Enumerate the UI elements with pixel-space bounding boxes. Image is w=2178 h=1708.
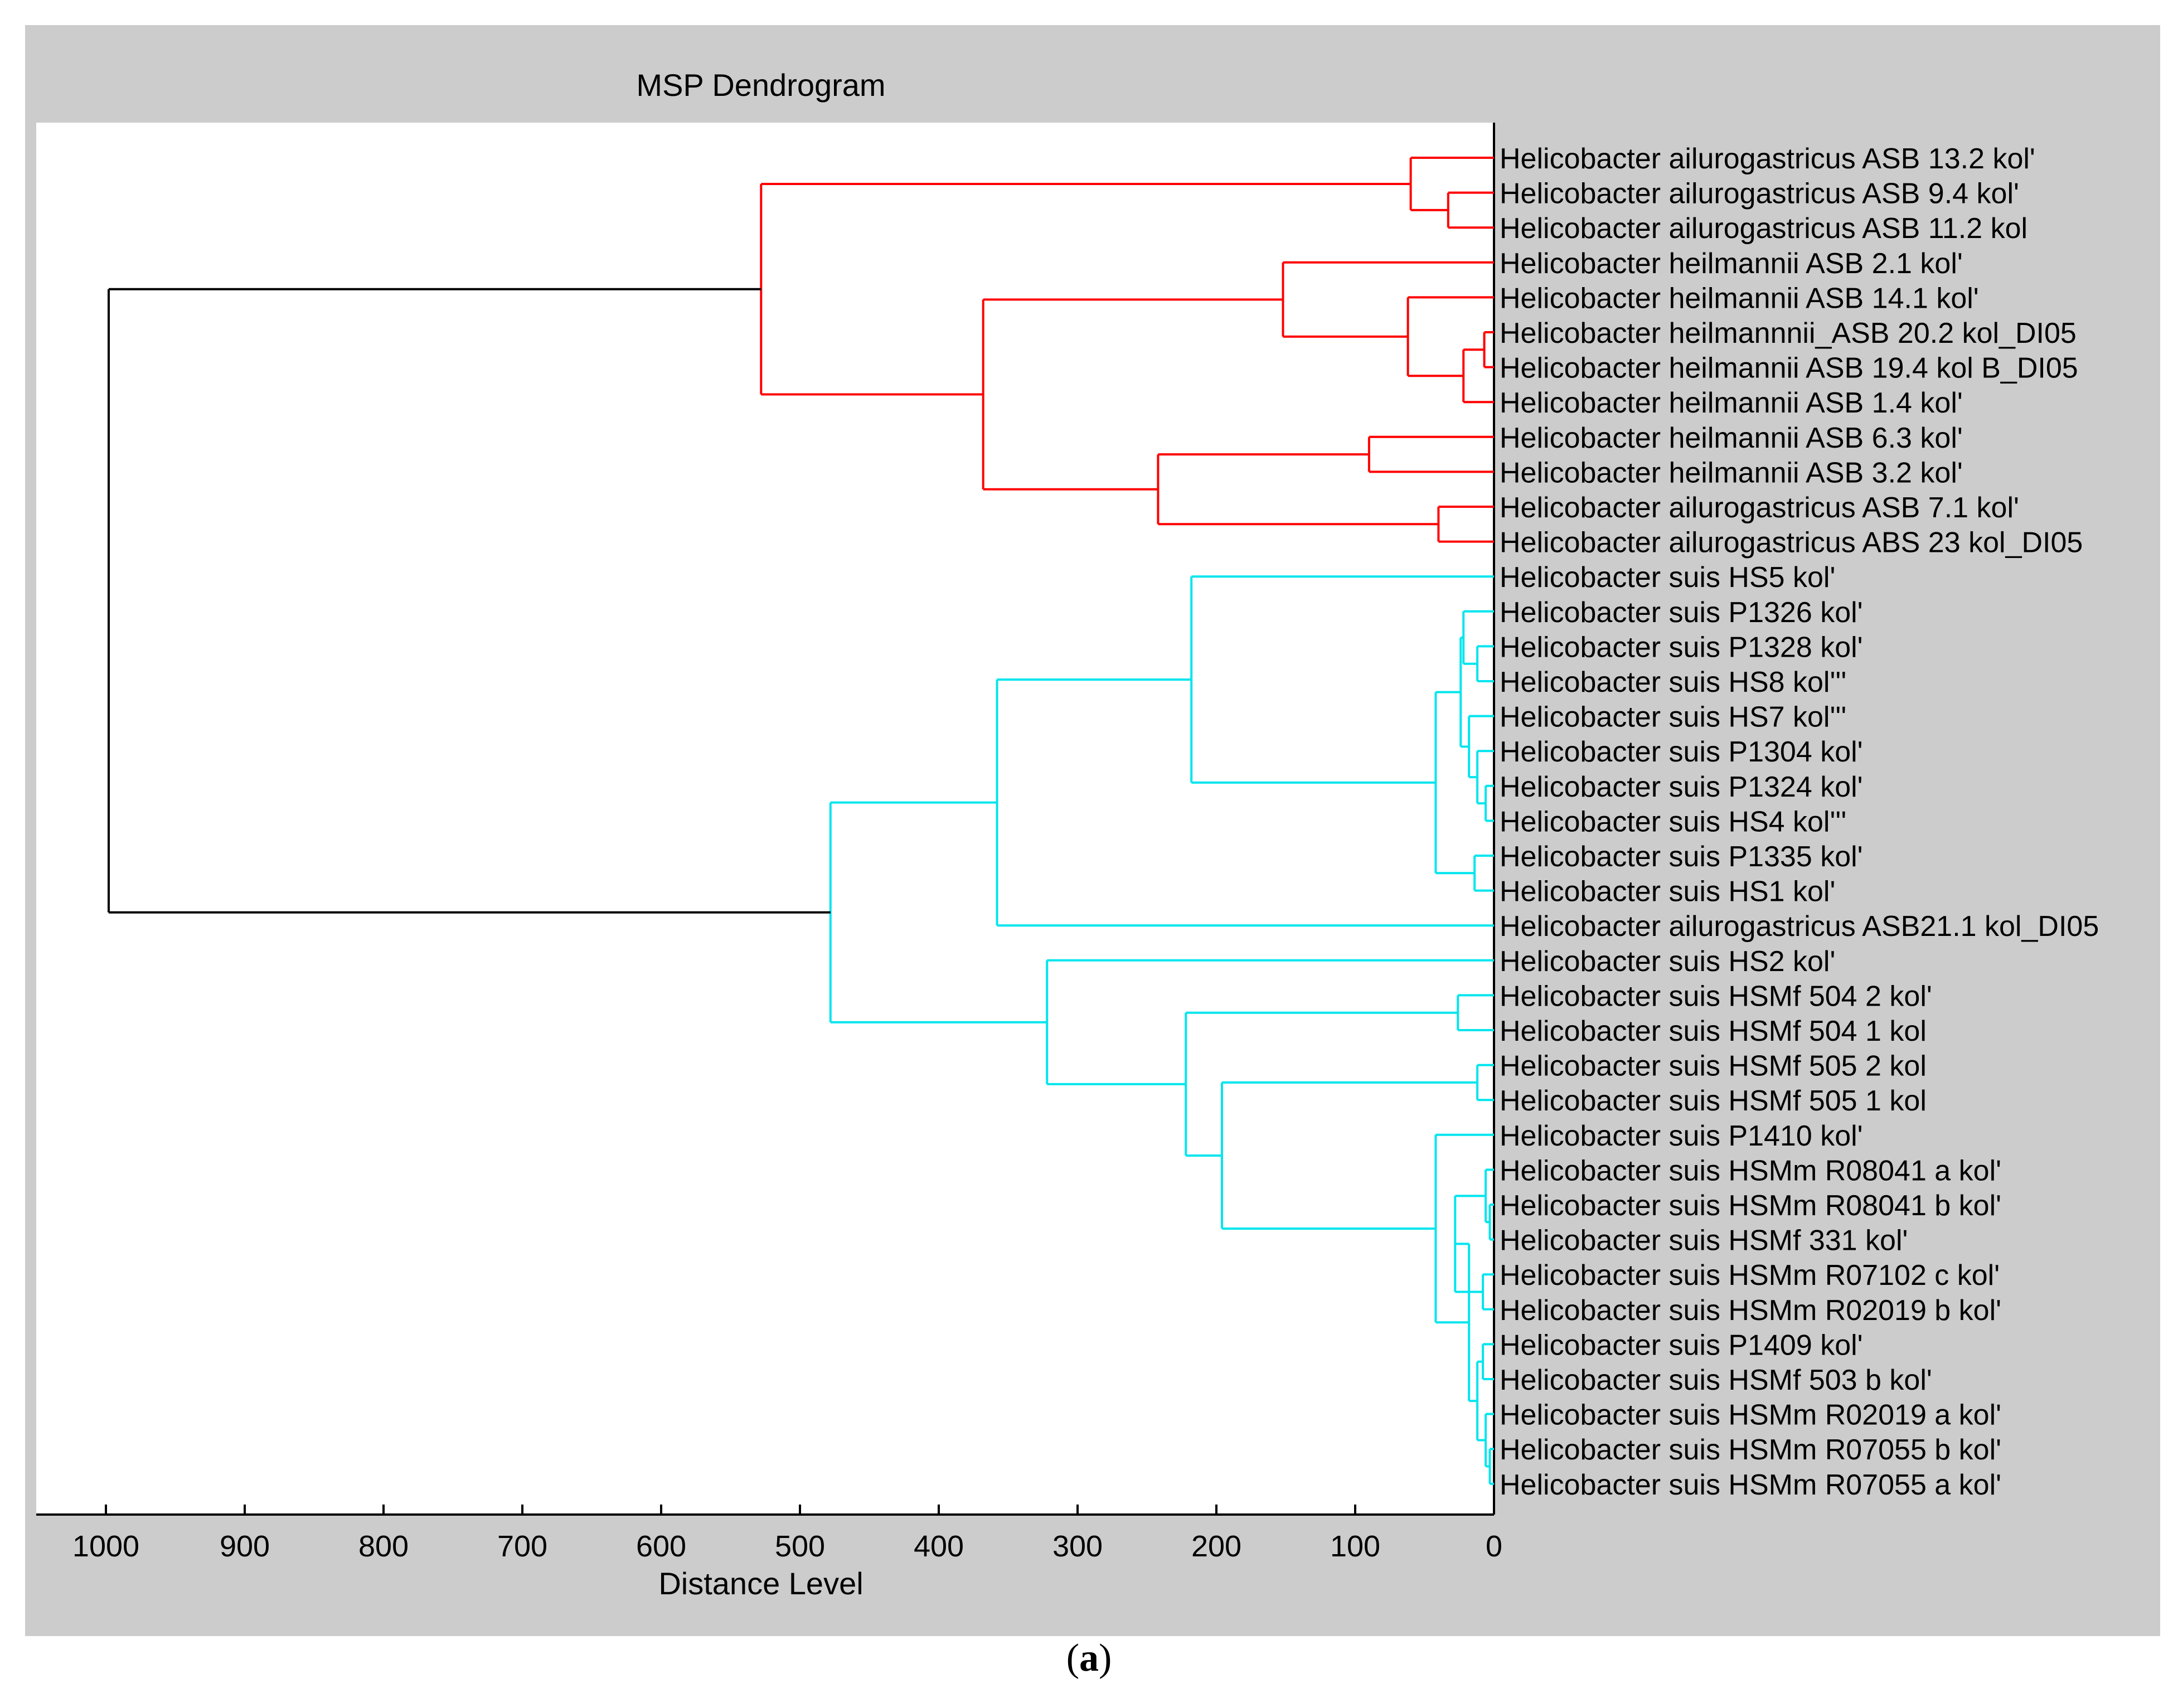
x-tick-label: 800 [358,1530,409,1563]
leaf-label: Helicobacter suis HSMf 505 2 kol [1500,1050,1927,1083]
leaf-label: Helicobacter suis HS4 kol''' [1500,806,1846,838]
leaf-label: Helicobacter suis P1335 kol' [1500,841,1863,873]
leaf-label: Helicobacter ailurogastricus ASB 7.1 kol… [1500,492,2019,524]
leaf-label: Helicobacter suis HSMf 504 2 kol' [1500,980,1932,1012]
leaf-label: Helicobacter ailurogastricus ASB 9.4 kol… [1500,178,2019,210]
leaf-label: Helicobacter heilmannii ASB 19.4 kol B_D… [1500,352,2078,385]
leaf-label: Helicobacter suis HS1 kol' [1500,876,1835,908]
leaf-label: Helicobacter suis HSMf 504 1 kol [1500,1015,1927,1047]
leaf-label: Helicobacter suis HSMm R02019 a kol' [1500,1399,2001,1432]
leaf-label: Helicobacter heilmannii ASB 1.4 kol' [1500,387,1963,419]
x-tick-label: 0 [1486,1530,1502,1563]
leaf-label: Helicobacter suis HS7 kol''' [1500,701,1846,734]
leaf-label: Helicobacter heilmannii ASB 14.1 kol' [1500,282,1979,314]
x-tick-label: 900 [220,1530,270,1563]
leaf-label: Helicobacter suis HSMm R07102 c kol' [1500,1259,2000,1292]
leaf-label: Helicobacter heilmannii ASB 2.1 kol' [1500,248,1963,280]
leaf-label: Helicobacter heilmannnii_ASB 20.2 kol_DI… [1500,317,2077,350]
leaf-label: Helicobacter ailurogastricus ASB 13.2 ko… [1500,143,2035,175]
leaf-label: Helicobacter heilmannii ASB 3.2 kol' [1500,457,1963,489]
x-tick-label: 200 [1191,1530,1241,1563]
leaf-label: Helicobacter suis HSMf 505 1 kol [1500,1085,1927,1117]
chart-title: MSP Dendrogram [636,67,885,103]
leaf-label: Helicobacter suis P1324 kol' [1500,771,1863,803]
leaf-label: Helicobacter suis HSMm R07055 a kol' [1500,1469,2001,1501]
x-tick-label: 100 [1330,1530,1380,1563]
leaf-label: Helicobacter ailurogastricus ASB 11.2 ko… [1500,212,2027,245]
x-tick-label: 1000 [72,1530,139,1563]
leaf-label: Helicobacter suis HSMm R07055 b kol' [1500,1434,2001,1466]
leaf-label: Helicobacter suis HSMf 331 kol' [1500,1225,1908,1257]
figure-caption: (a) [1066,1637,1112,1680]
x-tick-label: 300 [1052,1530,1103,1563]
leaf-label: Helicobacter suis HSMm R08041 b kol' [1500,1190,2001,1222]
x-tick-label: 600 [636,1530,686,1563]
leaf-labels: Helicobacter ailurogastricus ASB 13.2 ko… [1500,143,2099,1501]
dendrogram-branches [107,157,1494,1485]
leaf-label: Helicobacter suis P1409 kol' [1500,1329,1863,1361]
leaf-label: Helicobacter suis P1304 kol' [1500,736,1863,768]
leaf-label: Helicobacter ailurogastricus ASB21.1 kol… [1500,910,2099,943]
leaf-label: Helicobacter suis HS5 kol' [1500,561,1835,594]
leaf-label: Helicobacter suis P1326 kol' [1500,596,1863,629]
leaf-label: Helicobacter suis HS2 kol' [1500,945,1835,978]
leaf-label: Helicobacter suis HSMf 503 b kol' [1500,1364,1932,1396]
leaf-label: Helicobacter suis P1410 kol' [1500,1120,1863,1152]
leaf-label: Helicobacter ailurogastricus ABS 23 kol_… [1500,527,2083,559]
leaf-label: Helicobacter heilmannii ASB 6.3 kol' [1500,422,1963,454]
caption-letter: a [1079,1637,1099,1680]
x-tick-label: 400 [914,1530,964,1563]
x-tick-label: 700 [497,1530,547,1563]
plot-area [36,123,1494,1513]
leaf-label: Helicobacter suis HSMm R02019 b kol' [1500,1294,2001,1327]
leaf-label: Helicobacter suis P1328 kol' [1500,631,1863,663]
leaf-label: Helicobacter suis HSMm R08041 a kol' [1500,1154,2001,1187]
leaf-label: Helicobacter suis HS8 kol''' [1500,666,1846,698]
x-tick-label: 500 [775,1530,825,1563]
x-axis-label: Distance Level [658,1566,863,1601]
x-axis-ticks: 1000 900 800 700 600 500 400 300 200 100 0 [72,1505,1502,1563]
